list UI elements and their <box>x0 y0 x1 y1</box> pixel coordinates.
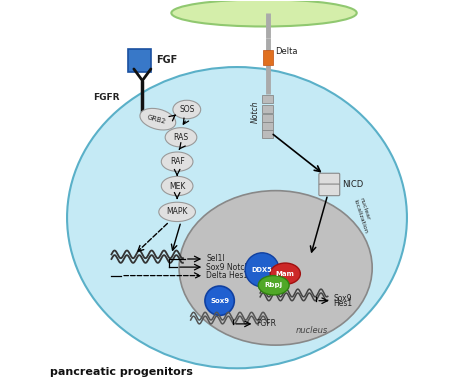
FancyBboxPatch shape <box>128 49 151 72</box>
Ellipse shape <box>140 109 176 130</box>
FancyBboxPatch shape <box>263 95 273 103</box>
Text: Rbpj: Rbpj <box>264 282 283 288</box>
Circle shape <box>205 286 234 315</box>
Text: nuclear
localization: nuclear localization <box>353 197 374 235</box>
Ellipse shape <box>258 276 289 295</box>
Ellipse shape <box>173 100 201 119</box>
Text: FGFR: FGFR <box>93 93 119 102</box>
Ellipse shape <box>179 191 372 345</box>
Text: Delta Hes1: Delta Hes1 <box>206 271 248 280</box>
Text: nucleus: nucleus <box>296 326 328 335</box>
FancyBboxPatch shape <box>263 114 273 121</box>
Text: Mam: Mam <box>276 271 295 277</box>
Text: Sox9: Sox9 <box>334 294 352 303</box>
Ellipse shape <box>165 128 197 147</box>
Text: RAF: RAF <box>170 157 184 166</box>
Text: Sox9: Sox9 <box>210 298 229 304</box>
Circle shape <box>245 253 279 287</box>
Text: MAPK: MAPK <box>166 207 188 216</box>
Text: GRB2: GRB2 <box>146 114 167 124</box>
Ellipse shape <box>171 0 357 26</box>
Text: RAS: RAS <box>173 133 189 142</box>
Text: FGF: FGF <box>156 55 177 65</box>
Text: FGFR: FGFR <box>256 319 276 328</box>
Text: Notch: Notch <box>251 100 260 123</box>
FancyBboxPatch shape <box>263 130 273 138</box>
Text: SOS: SOS <box>179 105 194 114</box>
Text: NICD: NICD <box>342 180 363 189</box>
Ellipse shape <box>161 176 193 196</box>
Text: Delta: Delta <box>275 47 297 56</box>
Text: MEK: MEK <box>169 182 185 191</box>
Text: Sox9 Notch1: Sox9 Notch1 <box>206 263 254 272</box>
Ellipse shape <box>67 67 407 368</box>
Text: DDX5: DDX5 <box>252 267 273 273</box>
Text: pancreatic progenitors: pancreatic progenitors <box>50 367 192 377</box>
Text: Hes1: Hes1 <box>334 299 353 308</box>
FancyBboxPatch shape <box>263 105 273 113</box>
Ellipse shape <box>270 263 301 284</box>
Ellipse shape <box>161 152 193 171</box>
FancyBboxPatch shape <box>319 184 340 196</box>
FancyBboxPatch shape <box>263 51 273 65</box>
FancyBboxPatch shape <box>263 122 273 130</box>
Text: Sel1l: Sel1l <box>206 254 225 263</box>
Ellipse shape <box>159 202 195 222</box>
FancyBboxPatch shape <box>319 173 340 185</box>
